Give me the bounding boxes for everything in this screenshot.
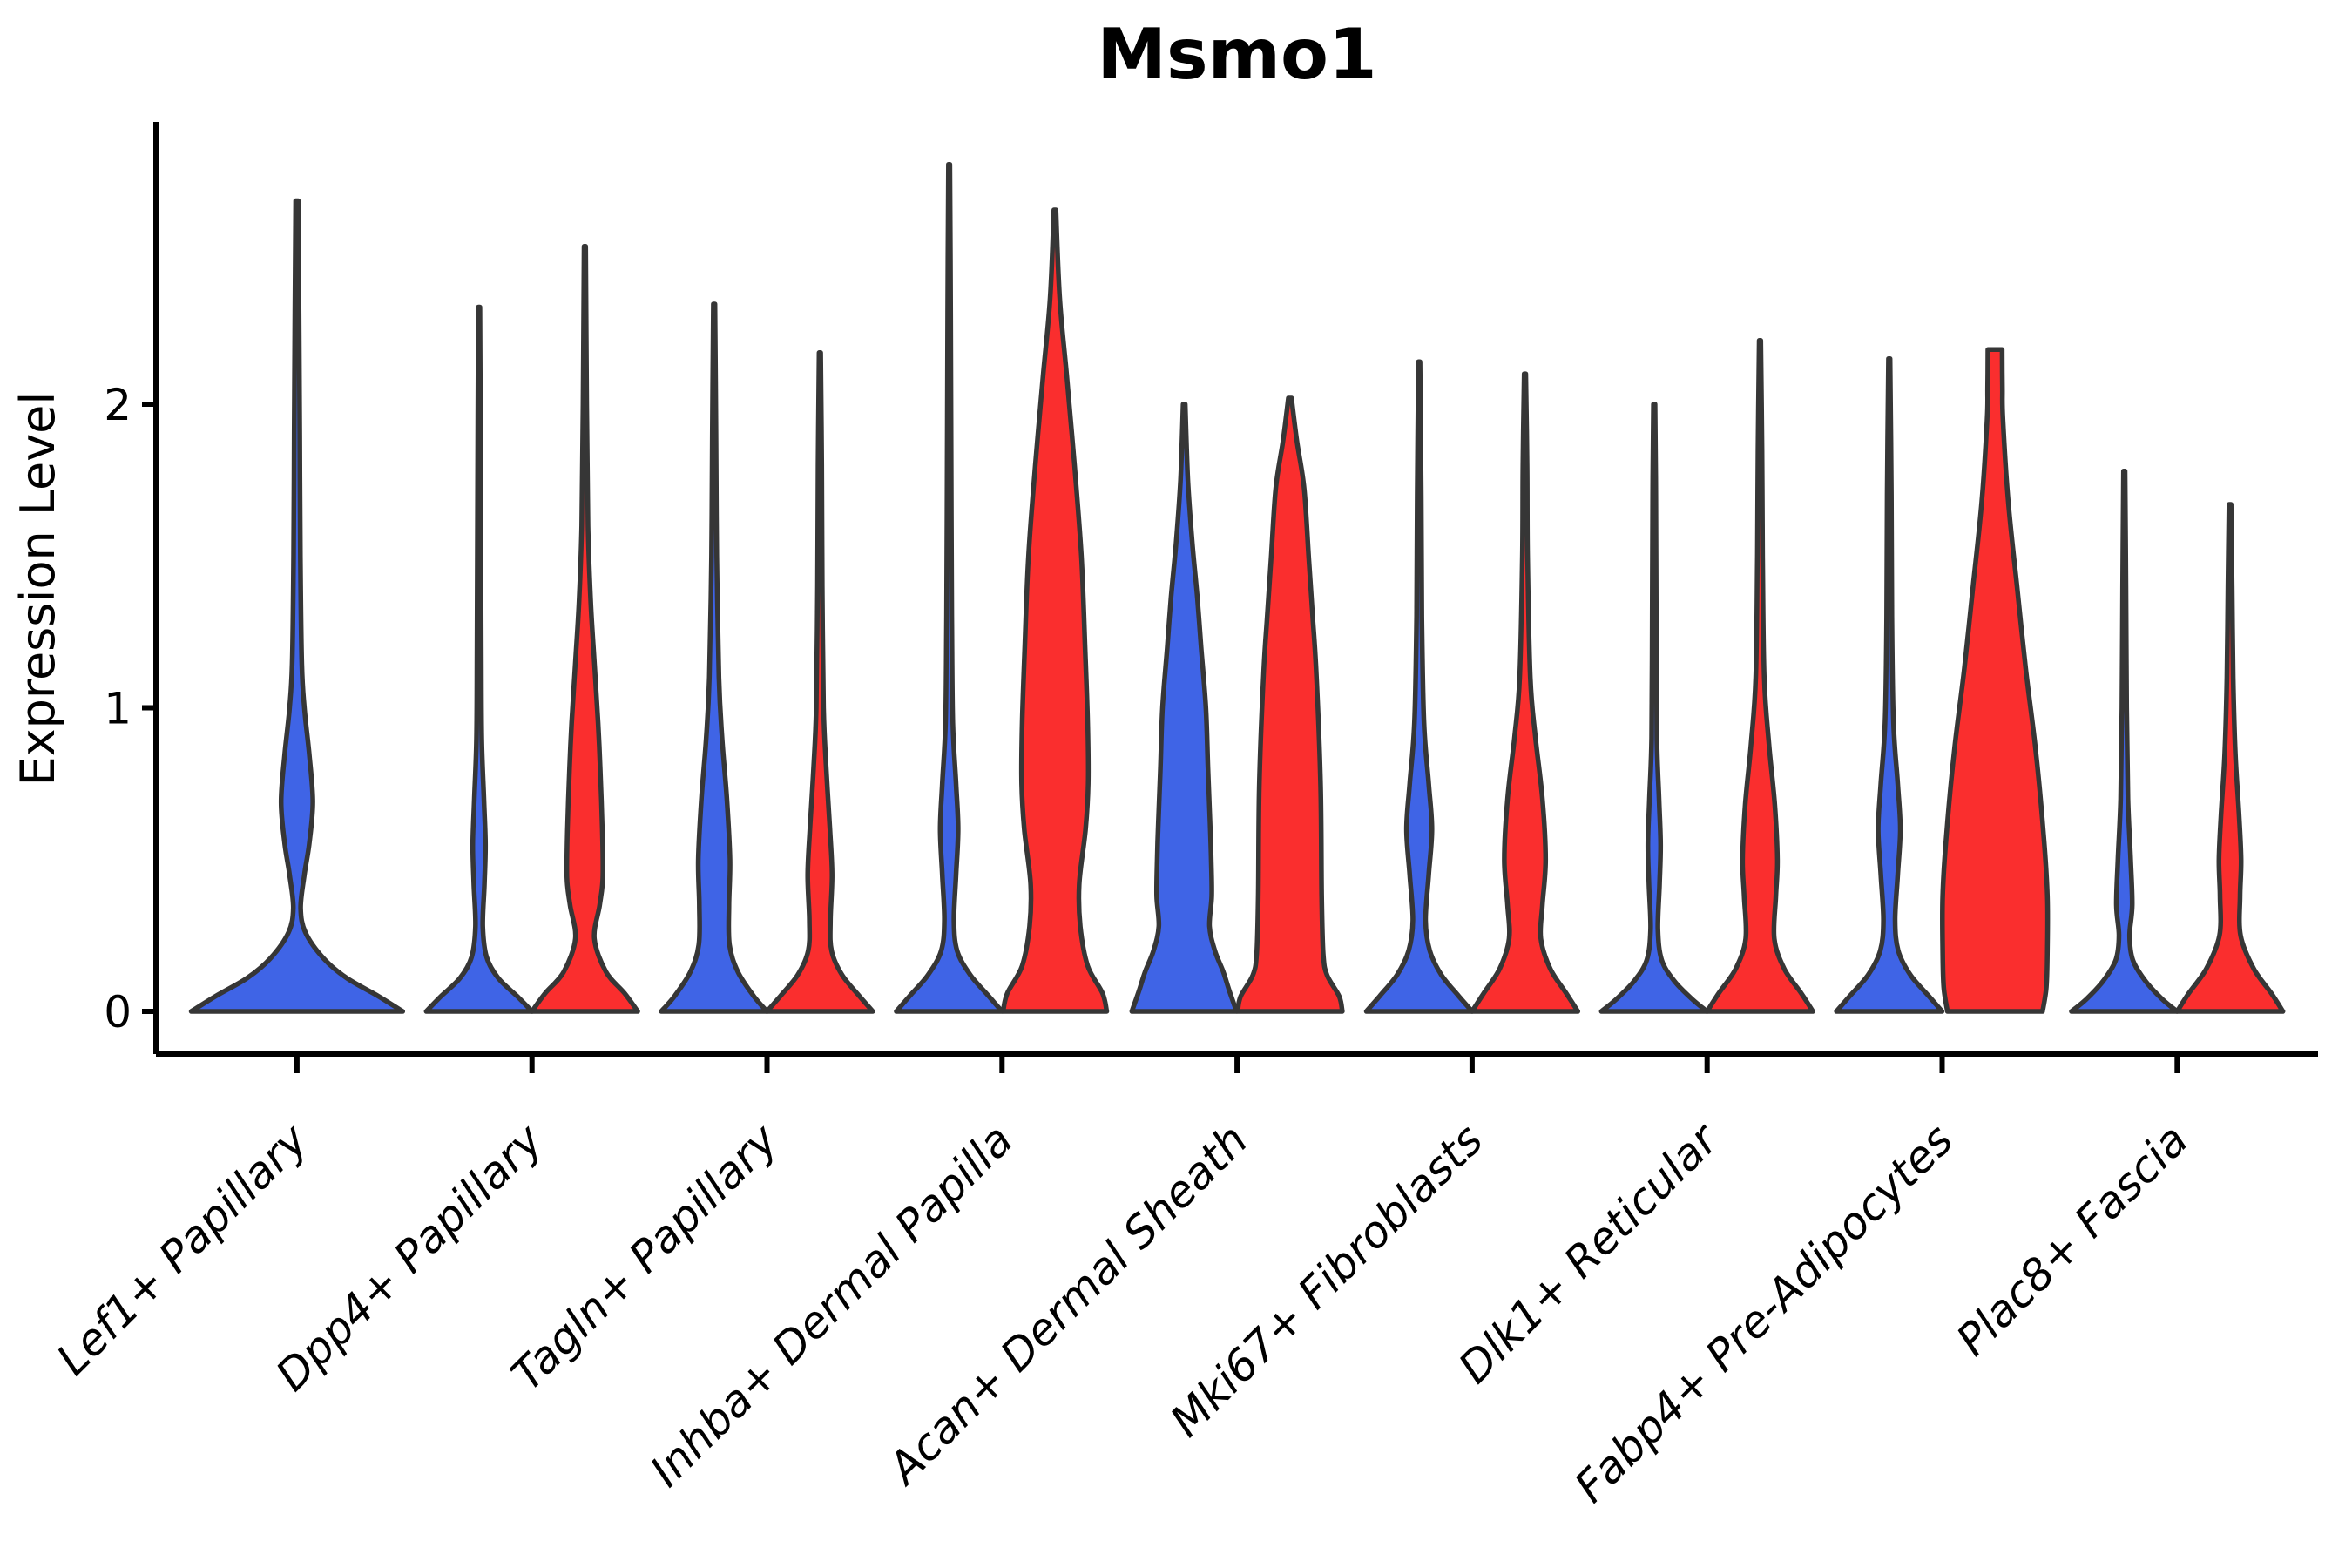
violin-inhba-dermal-papilla-red [1000,207,1110,1014]
violins-layer [188,161,2286,1014]
y-axis-label: Expression Level [10,392,65,787]
violin-dlk1-reticular-blue [1598,402,1710,1014]
plot-title: Msmo1 [1097,14,1376,95]
violin-lef1-papillary-blue [188,198,406,1014]
violin-tagln-papillary-red [764,350,875,1014]
y-tick-label-0: 0 [104,987,132,1037]
violin-inhba-dermal-papilla-blue [894,161,1005,1014]
violin-acan-dermal-sheath-blue [1129,402,1240,1014]
violin-dpp4-papillary-blue [423,304,535,1014]
y-tick-label-2: 2 [104,380,132,430]
y-tick-label-1: 1 [104,684,132,734]
violin-plac8-fascia-red [2174,502,2286,1014]
violin-plac8-fascia-blue [2069,468,2180,1014]
violin-acan-dermal-sheath-red [1234,395,1345,1014]
violin-dlk1-reticular-red [1704,338,1815,1014]
violin-dpp4-papillary-red [529,244,640,1014]
violin-tagln-papillary-blue [659,301,770,1014]
violin-mki67-fibroblasts-red [1470,371,1581,1014]
axes: 0 1 2 [104,122,2318,1073]
violin-mki67-fibroblasts-blue [1363,359,1475,1014]
violin-fabp4-pre-adipocytes-red [1939,347,2051,1014]
violin-fabp4-pre-adipocytes-blue [1834,355,1945,1014]
